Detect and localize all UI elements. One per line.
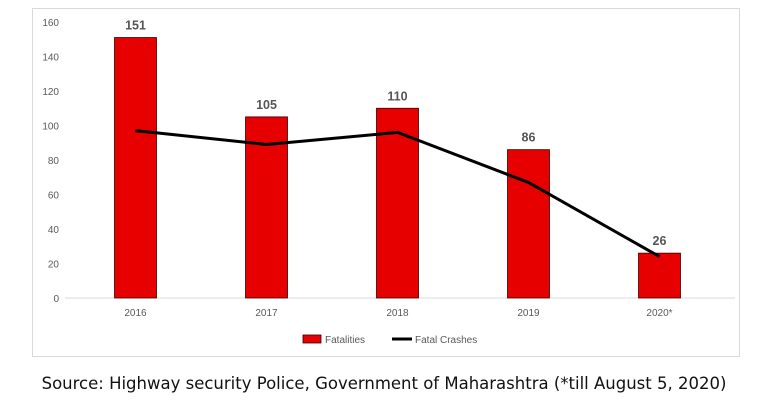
data-label: 86 bbox=[522, 131, 536, 145]
bar-2016 bbox=[114, 37, 157, 299]
x-tick-label: 2017 bbox=[255, 308, 278, 319]
y-tick-label: 20 bbox=[48, 260, 60, 271]
x-tick-label: 2020* bbox=[646, 308, 672, 319]
legend-label-fatalities: Fatalities bbox=[325, 335, 365, 346]
legend-swatch-fatalities bbox=[302, 334, 322, 344]
y-tick-label: 40 bbox=[48, 225, 60, 236]
source-caption: Source: Highway security Police, Governm… bbox=[41, 374, 727, 393]
x-tick-label: 2016 bbox=[124, 308, 147, 319]
y-tick-label: 160 bbox=[42, 18, 59, 29]
x-tick-label: 2018 bbox=[386, 308, 409, 319]
y-tick-label: 80 bbox=[48, 156, 60, 167]
y-tick-label: 0 bbox=[53, 294, 59, 305]
data-label: 105 bbox=[256, 98, 277, 112]
chart-frame bbox=[32, 8, 740, 357]
y-tick-label: 140 bbox=[42, 53, 59, 64]
y-tick-label: 100 bbox=[42, 122, 59, 133]
data-label: 151 bbox=[125, 19, 146, 33]
data-label: 110 bbox=[387, 89, 407, 103]
x-tick-label: 2019 bbox=[517, 308, 540, 319]
y-tick-label: 120 bbox=[42, 87, 59, 98]
legend-label-fatal-crashes: Fatal Crashes bbox=[415, 335, 477, 346]
y-tick-label: 60 bbox=[48, 191, 60, 202]
bar-2019 bbox=[507, 149, 550, 299]
chart: 0 20 40 60 80 100 120 140 160 151 2016 105 2017 110 20… bbox=[42, 18, 735, 346]
bar-2020* bbox=[638, 252, 681, 299]
bar-2018 bbox=[376, 107, 419, 299]
data-label: 26 bbox=[653, 234, 667, 248]
bar-2017 bbox=[245, 116, 288, 299]
